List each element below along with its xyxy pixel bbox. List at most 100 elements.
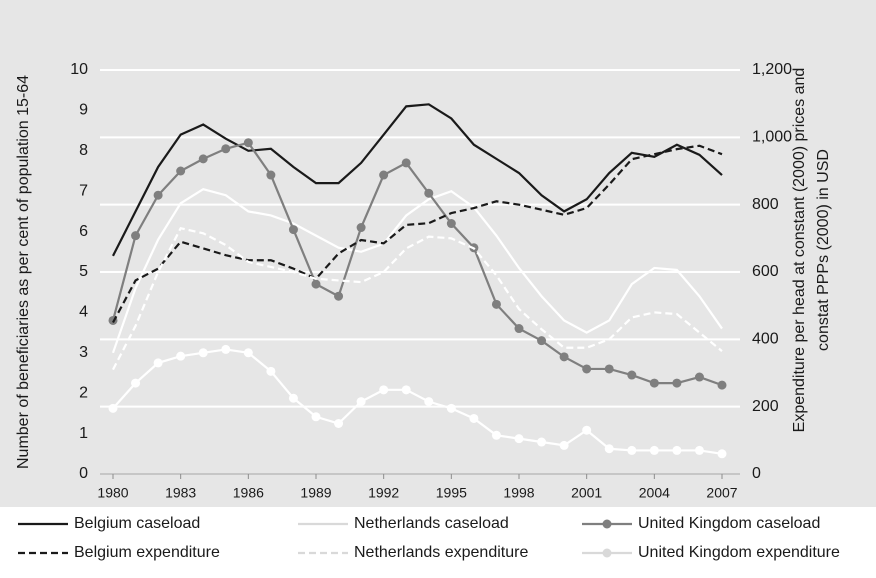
y-tick-label: 4 — [79, 304, 88, 321]
series-marker — [379, 385, 389, 395]
y2-tick-label: 400 — [752, 331, 779, 348]
series-marker — [446, 403, 456, 413]
series-marker — [649, 378, 659, 388]
series-marker — [379, 170, 389, 180]
y2-tick-label: 600 — [752, 263, 779, 280]
series-marker — [334, 291, 344, 301]
y-tick-label: 8 — [79, 142, 88, 159]
series-marker — [153, 358, 163, 368]
legend-marker — [602, 519, 612, 529]
series-marker — [424, 188, 434, 198]
x-tick-label: 1992 — [368, 485, 399, 501]
series-marker — [491, 299, 501, 309]
legend-label: Netherlands expenditure — [354, 544, 528, 561]
series-marker — [559, 352, 569, 362]
series-line — [112, 226, 723, 371]
legend-label: Netherlands caseload — [354, 515, 509, 532]
series-marker — [537, 336, 547, 346]
x-tick-label: 2007 — [706, 485, 737, 501]
y-tick-label: 10 — [70, 61, 88, 78]
series-marker — [334, 419, 344, 428]
series-marker — [356, 397, 366, 407]
x-tick-label: 1980 — [97, 485, 128, 501]
plot-background — [0, 0, 876, 507]
y-tick-label: 6 — [79, 223, 88, 240]
legend-label: Belgium caseload — [74, 515, 200, 532]
series-marker — [243, 138, 253, 148]
series-marker — [243, 348, 253, 358]
x-tick-label: 1989 — [300, 485, 331, 501]
series-marker — [311, 279, 321, 289]
series-marker — [266, 366, 276, 376]
y2-tick-label: 1,000 — [752, 129, 792, 146]
series-marker — [672, 445, 682, 455]
x-tick-label: 2001 — [571, 485, 602, 501]
series-marker — [131, 231, 141, 241]
series-marker — [537, 437, 547, 447]
series-marker — [514, 324, 524, 334]
x-tick-label: 2004 — [639, 485, 670, 501]
series-marker — [649, 445, 659, 455]
series-marker — [717, 380, 727, 390]
series-marker — [514, 434, 524, 444]
series-marker — [446, 219, 456, 229]
series-marker — [153, 190, 163, 200]
series-marker — [604, 364, 614, 374]
series-marker — [266, 170, 276, 180]
series-line — [112, 348, 723, 455]
series-marker — [176, 166, 186, 176]
series-marker — [311, 412, 321, 422]
series-marker — [469, 413, 479, 423]
y2-axis-title: Expenditure per head at constant (2000) … — [791, 68, 808, 433]
series-marker — [694, 372, 704, 382]
series-line — [111, 141, 723, 387]
y-tick-label: 7 — [79, 182, 88, 199]
series-marker — [198, 154, 208, 164]
y-tick-label: 1 — [79, 425, 88, 442]
series-marker — [401, 385, 411, 395]
y-tick-label: 0 — [79, 465, 88, 482]
series-marker — [604, 444, 614, 454]
legend-marker — [602, 548, 612, 558]
series-marker — [356, 223, 366, 233]
x-tick-label: 1998 — [503, 485, 534, 501]
series-marker — [131, 378, 141, 388]
x-tick-label: 1983 — [165, 485, 196, 501]
x-tick-label: 1995 — [436, 485, 467, 501]
y-tick-label: 2 — [79, 384, 88, 401]
series-marker — [176, 351, 186, 361]
series-marker — [672, 378, 682, 388]
y-axis-title: Number of beneficiaries as per cent of p… — [15, 75, 32, 469]
series-line — [112, 144, 723, 324]
y-tick-label: 3 — [79, 344, 88, 361]
y2-tick-label: 800 — [752, 196, 779, 213]
y2-tick-label: 0 — [752, 465, 761, 482]
series-marker — [559, 440, 569, 450]
series-marker — [108, 403, 118, 413]
series-line — [111, 187, 723, 354]
y-tick-label: 5 — [79, 263, 88, 280]
series-marker — [221, 144, 231, 154]
series-marker — [424, 397, 434, 407]
y-tick-label: 9 — [79, 102, 88, 119]
y2-tick-label: 200 — [752, 398, 779, 415]
series-marker — [288, 393, 298, 403]
series-marker — [627, 370, 637, 380]
series-marker — [198, 348, 208, 358]
series-marker — [401, 158, 411, 168]
legend-label: Belgium expenditure — [74, 544, 220, 561]
y2-axis-title: constat PPPs (2000) in USD — [815, 149, 832, 351]
series-marker — [627, 445, 637, 455]
x-tick-label: 1986 — [233, 485, 264, 501]
series-marker — [694, 445, 704, 455]
series-line — [112, 103, 723, 257]
series-marker — [717, 449, 727, 459]
series-marker — [221, 344, 231, 354]
series-marker — [582, 425, 592, 435]
series-marker — [491, 430, 501, 440]
legend-background — [0, 507, 876, 578]
legend-label: United Kingdom expenditure — [638, 544, 840, 561]
legend-label: United Kingdom caseload — [638, 515, 820, 532]
y2-tick-label: 1,200 — [752, 61, 792, 78]
